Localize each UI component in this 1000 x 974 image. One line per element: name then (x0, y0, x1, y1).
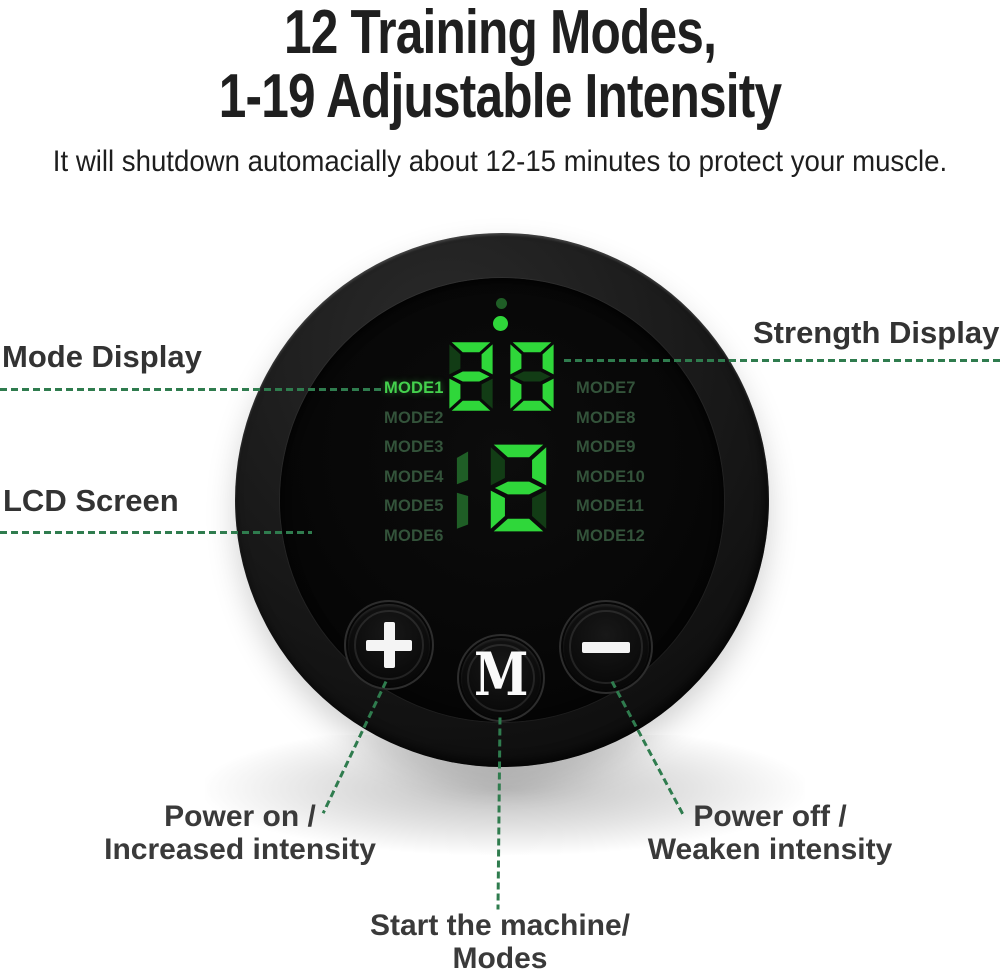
mode-item: MODE11 (576, 497, 645, 516)
mode-list-right: MODE7 MODE8 MODE9 MODE10 MODE11 MODE12 (576, 374, 696, 552)
mode-start-button[interactable]: M (461, 638, 541, 718)
mode-item: MODE12 (576, 526, 646, 545)
strength-display-callout-line (564, 359, 1000, 362)
mode-item: MODE6 (384, 526, 444, 545)
label-power-off-line1: Power off / (693, 800, 847, 833)
indicator-dot-dim (496, 298, 507, 309)
indicator-dot-lit (493, 316, 508, 331)
mode-item: MODE3 (384, 438, 444, 457)
lcd-screen-callout-line (0, 531, 312, 534)
power-on-increase-button[interactable] (348, 604, 430, 686)
plus-icon (365, 621, 413, 669)
strength-digit-1 (449, 342, 493, 411)
page-title-line2: 1-19 Adjustable Intensity (218, 62, 782, 131)
strength-digit-2 (510, 342, 554, 411)
mode-item: MODE1 (384, 379, 444, 397)
label-power-on-line2: Increased intensity (104, 833, 376, 866)
mode-item: MODE10 (576, 467, 646, 486)
label-power-off-line2: Weaken intensity (647, 833, 893, 866)
label-power-on-line1: Power on / (164, 800, 316, 833)
label-start-line2: Modes (452, 942, 548, 974)
label-start-line1: Start the machine/ (369, 909, 631, 942)
intensity-digit-2 (490, 444, 547, 532)
mode-item: MODE2 (384, 408, 444, 427)
mode-list-left: MODE1 MODE2 MODE3 MODE4 MODE5 MODE6 (384, 374, 504, 552)
callout-lcd-screen: LCD Screen (3, 483, 179, 518)
callout-strength-display: Strength Display (753, 315, 1000, 350)
subtitle: It will shutdown automacially about 12-1… (52, 145, 948, 178)
intensity-digit-1 (456, 451, 469, 529)
mode-item: MODE7 (576, 379, 636, 397)
mode-item: MODE8 (576, 408, 636, 427)
mode-item: MODE4 (384, 467, 444, 486)
callout-mode-display: Mode Display (2, 339, 202, 374)
minus-icon (582, 641, 630, 653)
mode-item: MODE9 (576, 438, 636, 457)
mode-item: MODE5 (384, 497, 444, 516)
page-title-line1: 12 Training Modes, (283, 0, 717, 67)
mode-button-label: M (473, 640, 529, 710)
mode-display-callout-line (0, 388, 384, 391)
power-off-decrease-button[interactable] (563, 604, 649, 690)
